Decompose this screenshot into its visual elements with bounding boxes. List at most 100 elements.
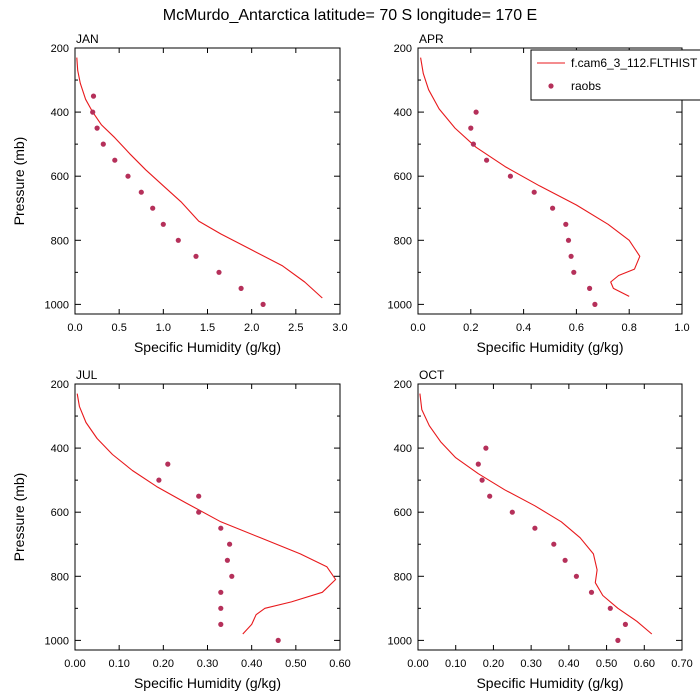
y-tick-label: 600 [394, 171, 412, 183]
x-tick-label: 0.00 [64, 658, 85, 670]
y-tick-label: 200 [394, 379, 412, 391]
raob-point [218, 621, 224, 628]
panel-jul: JUL 0.00 0.10 0.20 0.30 0.40 0.50 0.60 200 400 600… [11, 368, 351, 691]
x-tick-label: 0.4 [516, 322, 531, 334]
x-tick-label: 0.0 [410, 322, 425, 334]
y-tick-label: 800 [51, 235, 69, 247]
raob-point [125, 173, 131, 179]
raob-point [592, 301, 598, 307]
x-tick-label: 0.30 [520, 658, 541, 670]
x-tick-label: 0.20 [153, 658, 174, 670]
x-tick-label: 0.10 [445, 658, 466, 670]
raob-point [563, 221, 569, 227]
raob-point [573, 573, 580, 579]
panel-title: JAN [76, 32, 99, 46]
x-axis-label: Specific Humidity (g/kg) [134, 339, 281, 355]
panel-oct: OCT 0.00 0.10 0.20 0.30 0.40 0.50 0.60 0.70 200 40… [388, 368, 693, 691]
figure-title: McMurdo_Antarctica latitude= 70 S longit… [163, 7, 537, 24]
y-tick-label: 600 [51, 171, 69, 183]
model-profile-line [420, 57, 641, 297]
raob-point [196, 493, 202, 499]
raob-point [90, 109, 96, 115]
y-tick-label: 400 [394, 107, 412, 119]
x-tick-label: 0.50 [596, 658, 617, 670]
x-tick-label: 0.40 [558, 658, 579, 670]
x-tick-label: 0.8 [622, 322, 637, 334]
raob-point [470, 141, 476, 147]
plot-frame [417, 383, 683, 651]
x-tick-label: 0.60 [634, 658, 655, 670]
raob-point [193, 253, 199, 259]
raob-point [224, 557, 230, 563]
y-tick-label: 1000 [388, 635, 412, 647]
raob-point [483, 445, 489, 451]
y-tick-label: 600 [51, 507, 69, 519]
x-tick-label: 0.30 [197, 658, 218, 670]
raob-point [507, 173, 513, 179]
raob-point [468, 125, 474, 131]
legend-obs-label: raobs [571, 79, 601, 93]
raob-point [587, 285, 593, 291]
legend-model-label: f.cam6_3_112.FLTHIST [571, 56, 698, 70]
y-tick-label: 200 [394, 43, 412, 55]
raob-point [218, 589, 224, 595]
y-tick-label: 1000 [45, 299, 69, 311]
x-axis-label: Specific Humidity (g/kg) [476, 675, 623, 691]
x-tick-label: 1.0 [674, 322, 689, 334]
panel-title: OCT [419, 368, 445, 382]
y-axis-label: Pressure (mb) [11, 473, 27, 562]
plot-frame [417, 47, 683, 315]
x-tick-label: 0.50 [285, 658, 306, 670]
raob-point [275, 637, 281, 644]
panel-title: JUL [76, 368, 98, 382]
raob-point [615, 637, 621, 644]
raob-point [156, 477, 162, 483]
x-tick-label: 0.20 [483, 658, 504, 670]
raob-point [90, 93, 97, 99]
raob-point [150, 205, 156, 211]
x-tick-label: 0.2 [463, 322, 478, 334]
raob-point [196, 509, 202, 515]
raob-point [100, 141, 106, 147]
x-tick-label: 0.70 [671, 658, 692, 670]
x-tick-label: 0.10 [108, 658, 129, 670]
raob-point [112, 157, 118, 163]
y-tick-label: 400 [51, 443, 69, 455]
raob-point [165, 461, 171, 467]
panels-group: JAN 0.0 0.5 1.0 1.5 2.0 2.5 3.0 200 400 600 800 1000… [11, 32, 693, 691]
y-tick-label: 1000 [388, 299, 412, 311]
y-tick-label: 200 [51, 43, 69, 55]
raob-point [238, 285, 244, 291]
x-tick-label: 0.60 [329, 658, 350, 670]
raob-point [509, 509, 515, 515]
raob-point [487, 493, 493, 499]
x-tick-label: 1.5 [200, 322, 215, 334]
y-tick-label: 200 [51, 379, 69, 391]
raob-point [568, 253, 574, 259]
model-profile-line [76, 57, 323, 299]
panel-apr: APR 0.0 0.2 0.4 0.6 0.8 1.0 200 400 600 800 1000 Spe… [388, 32, 690, 355]
raob-point [551, 541, 557, 547]
raob-point [571, 269, 577, 275]
raob-point [484, 157, 490, 163]
x-axis-label: Specific Humidity (g/kg) [476, 339, 623, 355]
y-axis-label: Pressure (mb) [11, 137, 27, 226]
raob-point [260, 301, 266, 307]
model-profile-line [76, 393, 337, 635]
raob-point [607, 605, 613, 611]
y-tick-label: 400 [394, 443, 412, 455]
raob-point [175, 237, 181, 243]
x-tick-label: 1.0 [156, 322, 171, 334]
raob-point [94, 125, 100, 131]
raob-point [473, 109, 479, 115]
x-tick-label: 0.6 [569, 322, 584, 334]
model-profile-line [419, 393, 653, 635]
panel-jan: JAN 0.0 0.5 1.0 1.5 2.0 2.5 3.0 200 400 600 800 1000… [11, 32, 348, 355]
raob-point [216, 269, 222, 275]
raob-point [138, 189, 144, 195]
raob-point [532, 525, 538, 531]
raob-point [218, 525, 224, 531]
x-tick-label: 0.00 [407, 658, 428, 670]
